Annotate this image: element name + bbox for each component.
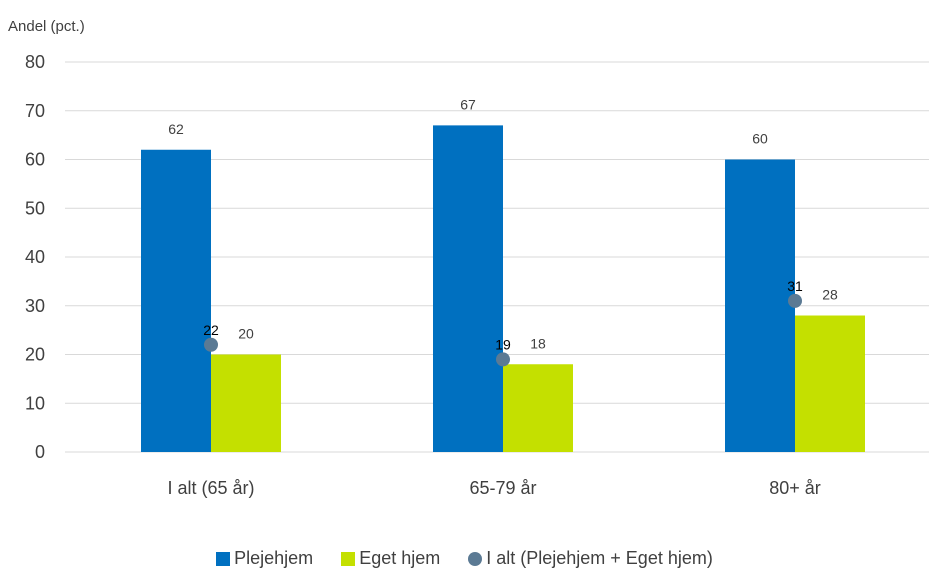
- bar-data-label: 60: [752, 131, 768, 147]
- y-tick-label: 0: [35, 442, 45, 462]
- bar-data-label: 28: [822, 287, 838, 303]
- legend-item-i-alt: I alt (Plejehjem + Eget hjem): [468, 548, 713, 569]
- legend-item-plejehjem: Plejehjem: [216, 548, 313, 569]
- legend-label-plejehjem: Plejehjem: [234, 548, 314, 568]
- y-tick-label: 50: [25, 198, 45, 218]
- bar-eget-hjem: [795, 315, 865, 452]
- category-label: 80+ år: [769, 478, 821, 498]
- y-tick-label: 20: [25, 345, 45, 365]
- category-label: I alt (65 år): [167, 478, 254, 498]
- bar-data-label: 62: [168, 121, 184, 137]
- y-axis-title: Andel (pct.): [8, 18, 85, 35]
- bar-plejehjem: [141, 149, 211, 452]
- y-tick-label: 70: [25, 101, 45, 121]
- y-tick-label: 40: [25, 247, 45, 267]
- marker-data-label: 19: [495, 336, 511, 352]
- y-tick-label: 80: [25, 52, 45, 72]
- bar-data-label: 67: [460, 96, 476, 112]
- y-tick-label: 10: [25, 393, 45, 413]
- bar-plejehjem: [433, 125, 503, 452]
- legend-swatch-plejehjem: [216, 551, 231, 566]
- legend: Plejehjem Eget hjem I alt (Plejehjem + E…: [0, 548, 929, 569]
- bar-eget-hjem: [503, 364, 573, 452]
- y-tick-label: 60: [25, 150, 45, 170]
- marker-i-alt: [788, 293, 802, 308]
- y-tick-label: 30: [25, 296, 45, 316]
- legend-item-eget-hjem: Eget hjem: [341, 548, 440, 569]
- marker-i-alt: [496, 352, 510, 367]
- marker-data-label: 31: [787, 278, 803, 294]
- category-label: 65-79 år: [469, 478, 536, 498]
- marker-i-alt: [204, 337, 218, 352]
- legend-label-eget-hjem: Eget hjem: [359, 548, 441, 568]
- bar-eget-hjem: [211, 354, 281, 452]
- markers: 22 19 31: [203, 278, 803, 367]
- bar-data-label: 18: [530, 335, 546, 351]
- category-labels: I alt (65 år) 65-79 år 80+ år: [167, 478, 820, 498]
- legend-swatch-eget-hjem: [341, 551, 356, 566]
- y-tick-labels: 0 10 20 30 40 50 60 70 80: [25, 52, 45, 462]
- legend-swatch-i-alt: [468, 551, 483, 566]
- marker-data-label: 22: [203, 322, 219, 338]
- bar-plejehjem: [725, 159, 795, 452]
- legend-label-i-alt: I alt (Plejehjem + Eget hjem): [486, 548, 713, 568]
- bar-data-label: 20: [238, 326, 254, 342]
- bars: 62 20 67 18 60 28: [141, 96, 865, 452]
